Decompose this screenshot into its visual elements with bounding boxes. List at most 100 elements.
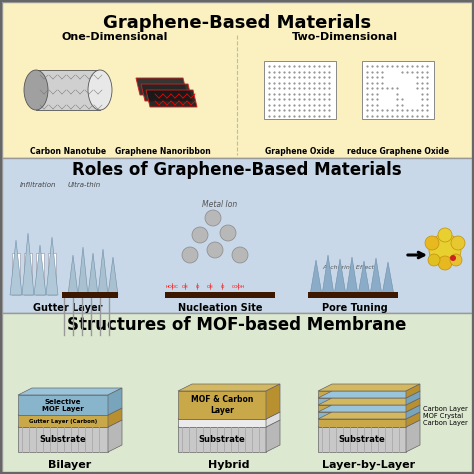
Circle shape bbox=[182, 247, 198, 263]
Polygon shape bbox=[266, 412, 280, 427]
Text: HOOC: HOOC bbox=[165, 285, 179, 289]
Text: Gutter Layer: Gutter Layer bbox=[33, 303, 103, 313]
Text: Metal Ion: Metal Ion bbox=[202, 200, 237, 209]
Polygon shape bbox=[264, 61, 336, 119]
Text: Layer-by-Layer: Layer-by-Layer bbox=[322, 460, 416, 470]
Text: O: O bbox=[195, 285, 199, 289]
Text: Pore Tuning: Pore Tuning bbox=[322, 303, 388, 313]
Text: Gutter Layer (Carbon): Gutter Layer (Carbon) bbox=[29, 419, 97, 423]
Text: Roles of Graphene-Based Materials: Roles of Graphene-Based Materials bbox=[72, 161, 402, 179]
Polygon shape bbox=[362, 61, 434, 119]
Text: MOF Crystal: MOF Crystal bbox=[423, 413, 463, 419]
Polygon shape bbox=[318, 412, 406, 419]
Polygon shape bbox=[406, 398, 420, 412]
Polygon shape bbox=[318, 391, 406, 398]
Polygon shape bbox=[346, 257, 358, 295]
Ellipse shape bbox=[24, 70, 48, 110]
Polygon shape bbox=[318, 419, 406, 427]
Text: Hybrid: Hybrid bbox=[208, 460, 250, 470]
Circle shape bbox=[220, 225, 236, 241]
Text: Substrate: Substrate bbox=[338, 435, 385, 444]
Polygon shape bbox=[18, 415, 108, 427]
Circle shape bbox=[429, 234, 461, 266]
Polygon shape bbox=[18, 395, 108, 415]
Polygon shape bbox=[318, 405, 420, 412]
Text: Ultra-thin: Ultra-thin bbox=[68, 182, 101, 188]
Polygon shape bbox=[68, 255, 78, 295]
Polygon shape bbox=[370, 258, 382, 295]
Polygon shape bbox=[318, 391, 420, 398]
Polygon shape bbox=[146, 90, 197, 107]
Polygon shape bbox=[46, 237, 58, 295]
Text: Nucleation Site: Nucleation Site bbox=[178, 303, 262, 313]
Polygon shape bbox=[318, 405, 406, 412]
Polygon shape bbox=[318, 420, 420, 427]
Polygon shape bbox=[406, 405, 420, 419]
Polygon shape bbox=[322, 255, 334, 295]
Polygon shape bbox=[24, 253, 32, 295]
Ellipse shape bbox=[88, 70, 112, 110]
Polygon shape bbox=[10, 240, 22, 295]
Circle shape bbox=[207, 242, 223, 258]
Text: Structures of MOF-based Membrane: Structures of MOF-based Membrane bbox=[67, 316, 407, 334]
Text: OH: OH bbox=[207, 285, 213, 289]
Polygon shape bbox=[406, 391, 420, 405]
Text: MOF & Carbon
Layer: MOF & Carbon Layer bbox=[191, 395, 253, 415]
Polygon shape bbox=[178, 419, 266, 427]
Polygon shape bbox=[18, 388, 122, 395]
Polygon shape bbox=[88, 253, 98, 295]
Circle shape bbox=[232, 247, 248, 263]
Text: Graphene-Based Materials: Graphene-Based Materials bbox=[103, 14, 371, 32]
Polygon shape bbox=[406, 412, 420, 427]
Polygon shape bbox=[318, 398, 420, 405]
Polygon shape bbox=[108, 388, 122, 415]
Text: reduce Graphene Oxide: reduce Graphene Oxide bbox=[347, 147, 449, 156]
Polygon shape bbox=[36, 253, 44, 295]
Text: Bilayer: Bilayer bbox=[48, 460, 91, 470]
Circle shape bbox=[450, 255, 456, 261]
Polygon shape bbox=[318, 412, 420, 419]
Text: Selective
MOF Layer: Selective MOF Layer bbox=[42, 399, 84, 411]
Text: OH: OH bbox=[182, 285, 188, 289]
Polygon shape bbox=[334, 259, 346, 295]
Text: Carbon Nanotube: Carbon Nanotube bbox=[30, 147, 106, 156]
Text: Anchoring Effect: Anchoring Effect bbox=[322, 265, 374, 270]
Circle shape bbox=[428, 254, 440, 266]
Polygon shape bbox=[12, 253, 20, 295]
Polygon shape bbox=[266, 420, 280, 452]
Text: One-Dimensional: One-Dimensional bbox=[62, 32, 168, 42]
Polygon shape bbox=[358, 261, 370, 295]
FancyBboxPatch shape bbox=[2, 313, 472, 472]
Polygon shape bbox=[34, 245, 46, 295]
Polygon shape bbox=[382, 262, 394, 295]
Polygon shape bbox=[178, 427, 266, 452]
Polygon shape bbox=[36, 70, 100, 110]
Text: Graphene Oxide: Graphene Oxide bbox=[265, 147, 335, 156]
Polygon shape bbox=[18, 420, 122, 427]
Polygon shape bbox=[18, 408, 122, 415]
Text: Substrate: Substrate bbox=[40, 435, 86, 444]
Polygon shape bbox=[108, 408, 122, 427]
Polygon shape bbox=[22, 233, 34, 295]
Polygon shape bbox=[136, 78, 187, 95]
Text: Carbon Layer: Carbon Layer bbox=[423, 406, 468, 412]
Text: Carbon Layer: Carbon Layer bbox=[423, 420, 468, 426]
FancyBboxPatch shape bbox=[308, 292, 398, 298]
FancyBboxPatch shape bbox=[2, 2, 472, 158]
Polygon shape bbox=[318, 398, 406, 405]
Polygon shape bbox=[98, 249, 108, 295]
Circle shape bbox=[192, 227, 208, 243]
Polygon shape bbox=[141, 84, 192, 101]
Circle shape bbox=[450, 254, 462, 266]
Polygon shape bbox=[78, 247, 88, 295]
Polygon shape bbox=[318, 427, 406, 452]
Text: Substrate: Substrate bbox=[199, 435, 246, 444]
Circle shape bbox=[438, 228, 452, 242]
Polygon shape bbox=[266, 384, 280, 419]
Polygon shape bbox=[108, 420, 122, 452]
Polygon shape bbox=[108, 257, 118, 295]
Polygon shape bbox=[406, 420, 420, 452]
Circle shape bbox=[425, 236, 439, 250]
Polygon shape bbox=[318, 384, 420, 391]
Text: O: O bbox=[220, 285, 224, 289]
